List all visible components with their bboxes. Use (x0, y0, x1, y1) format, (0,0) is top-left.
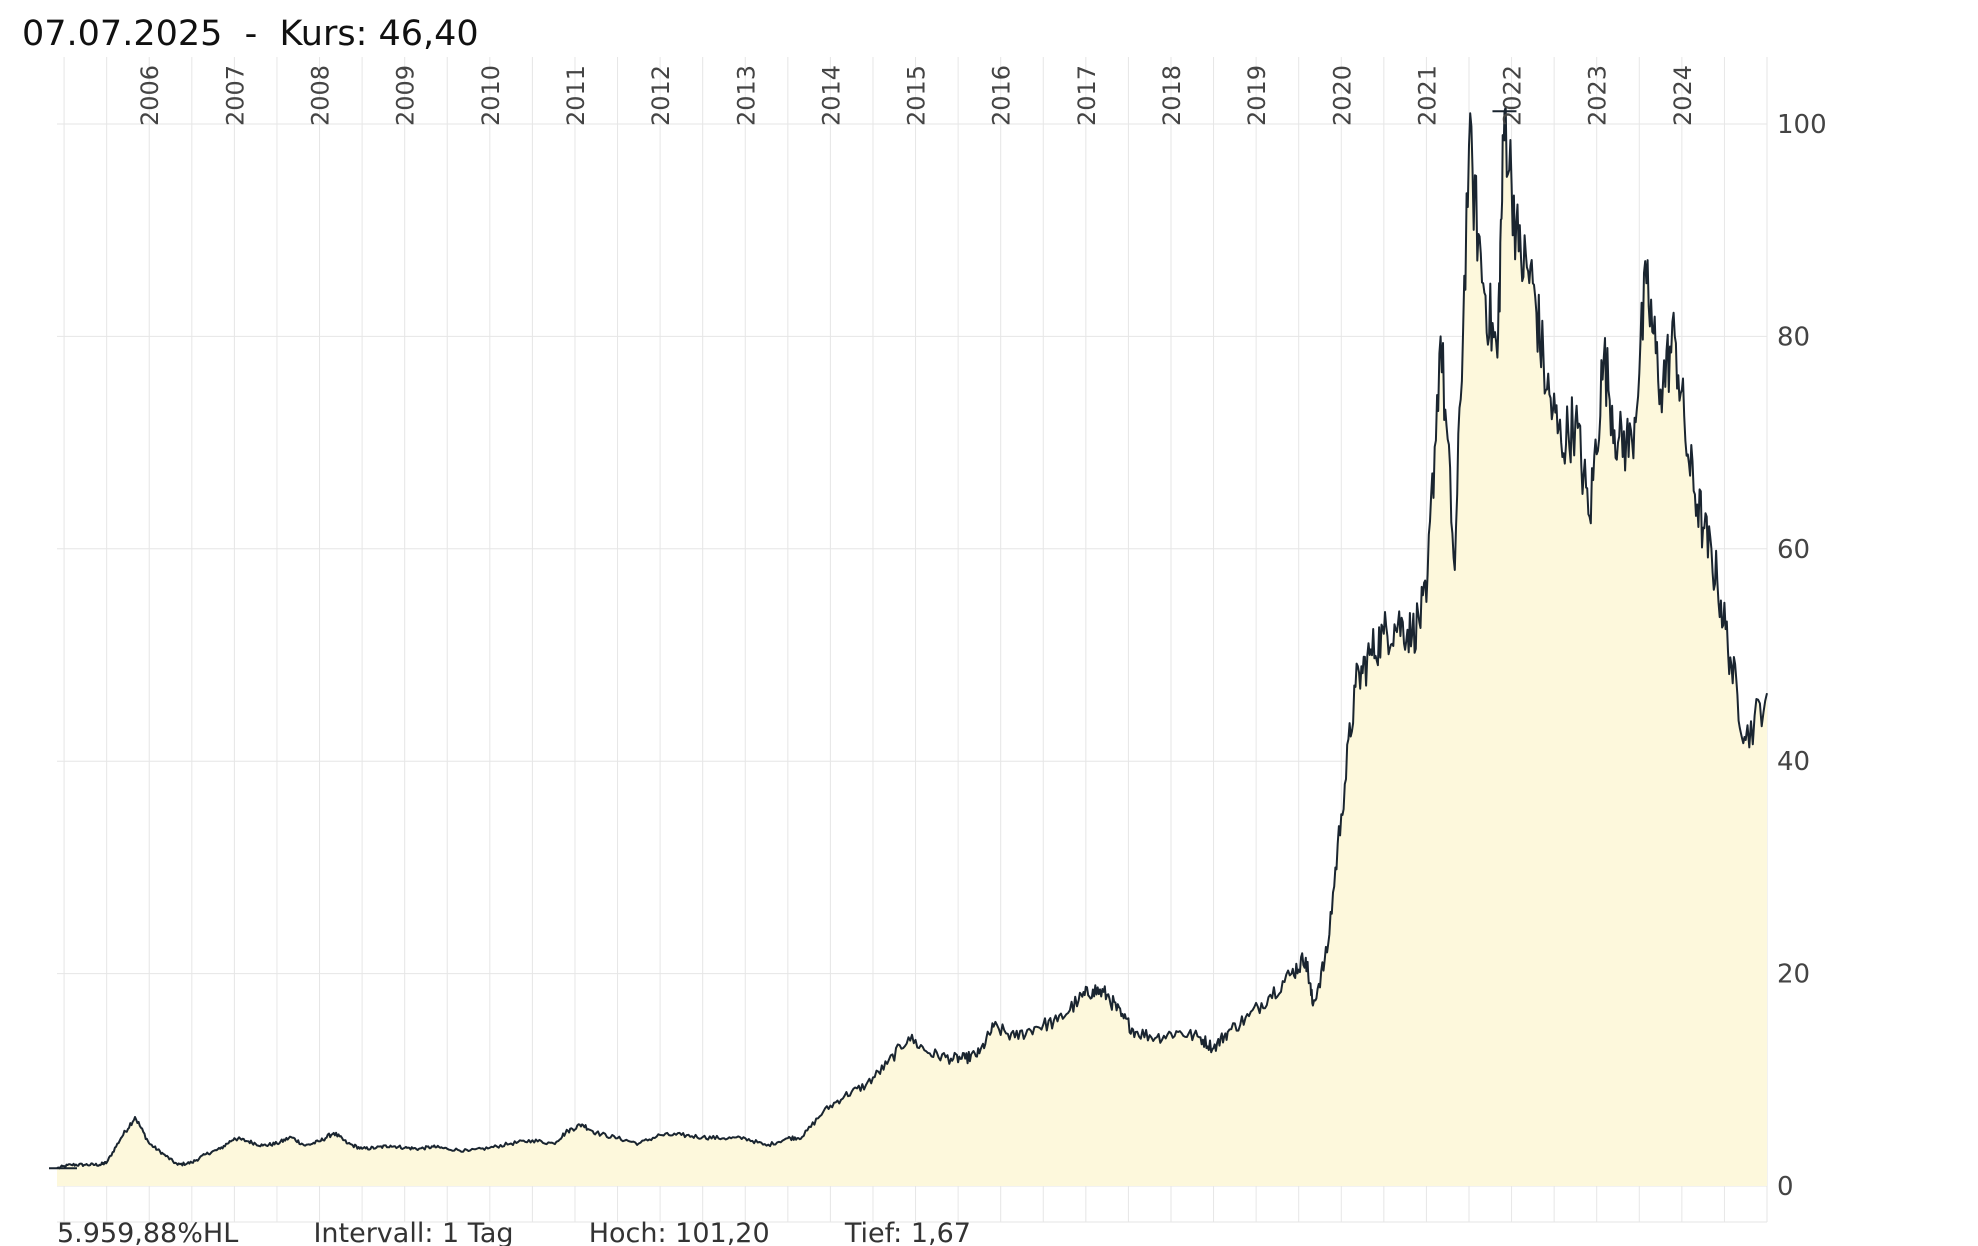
price-area-fill (57, 107, 1767, 1187)
x-tick-label: 2014 (817, 65, 845, 126)
price-line (56, 106, 1768, 1170)
y-tick-label: 0 (1777, 1172, 1794, 1202)
x-tick-label: 2021 (1413, 65, 1441, 126)
header-price-value: 46,40 (378, 14, 479, 54)
x-tick-label: 2017 (1073, 65, 1101, 126)
x-tick-label: 2009 (392, 65, 420, 126)
footer-high-value: 101,20 (675, 1218, 770, 1246)
x-tick-label: 2011 (562, 65, 590, 126)
area-layer (49, 106, 1768, 1187)
footer-high-label: Hoch: (588, 1218, 667, 1246)
x-tick-label: 2013 (732, 65, 760, 126)
x-tick-label: 2007 (221, 65, 249, 126)
header-separator: - (222, 14, 280, 54)
footer-low-label: Tief: (844, 1218, 903, 1246)
x-tick-label: 2022 (1499, 65, 1527, 126)
x-tick-label: 2012 (647, 65, 675, 126)
x-tick-label: 2018 (1158, 65, 1186, 126)
header-price-label: Kurs: (279, 14, 368, 54)
x-axis-ticks: 2006 2007 2008 2009 2010 2011 2012 2013 2014 2015… (136, 65, 1697, 126)
y-tick-label: 60 (1777, 535, 1810, 565)
y-tick-label: 80 (1777, 322, 1810, 352)
x-tick-label: 2006 (136, 65, 164, 126)
y-tick-label: 20 (1777, 960, 1810, 990)
x-tick-label: 2015 (903, 65, 931, 126)
y-tick-label: 100 (1777, 110, 1827, 140)
footer-low-value: 1,67 (910, 1218, 971, 1246)
x-tick-label: 2016 (988, 65, 1016, 126)
x-tick-label: 2019 (1243, 65, 1271, 126)
x-tick-label: 2024 (1669, 65, 1697, 126)
header-date: 07.07.2025 (22, 14, 223, 54)
x-tick-label: 2020 (1328, 65, 1356, 126)
x-tick-label: 2023 (1584, 65, 1612, 126)
x-tick-label: 2008 (307, 65, 335, 126)
footer-performance: 5.959,88%HL (57, 1218, 239, 1246)
x-tick-label: 2010 (477, 65, 505, 126)
chart-header: 07.07.2025 - Kurs: 46,40 (22, 14, 479, 54)
footer-interval-label: Intervall: (313, 1218, 434, 1246)
footer-interval-value: 1 Tag (442, 1218, 514, 1246)
y-axis-ticks: 0 20 40 60 80 100 (1777, 110, 1827, 1202)
y-tick-label: 40 (1777, 747, 1810, 777)
chart-footer: 5.959,88%HL Intervall: 1 Tag Hoch: 101,2… (57, 1218, 971, 1246)
